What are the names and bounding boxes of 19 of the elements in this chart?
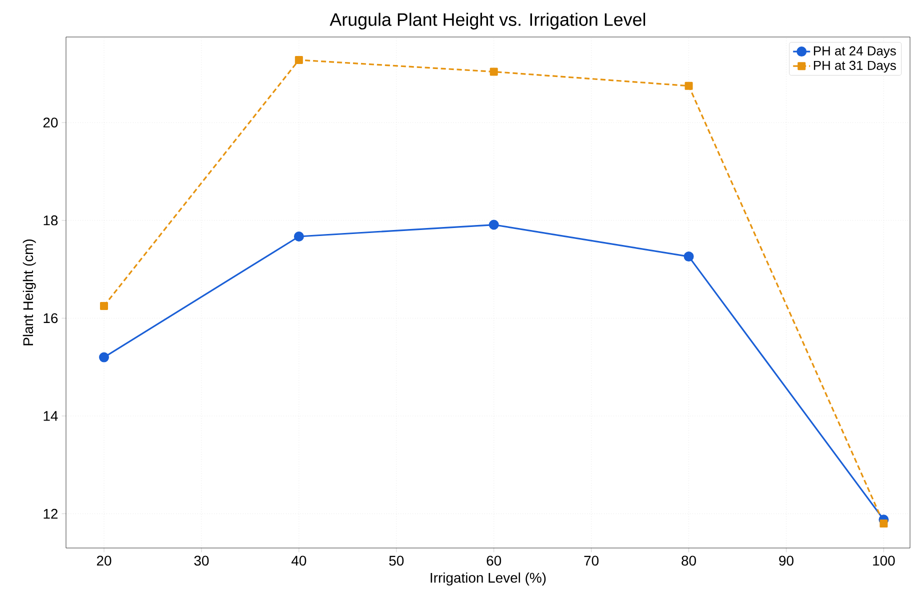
y-axis-title: Plant Height (cm) bbox=[22, 240, 36, 346]
y-tick-label: 12 bbox=[44, 508, 58, 519]
x-tick-label: 80 bbox=[682, 556, 696, 566]
chart-title: Arugula Plant Height vs. Irrigation Level bbox=[330, 12, 646, 30]
y-tick-label: 20 bbox=[43, 118, 58, 128]
y-tick-label: 18 bbox=[44, 215, 58, 226]
x-tick-label: 30 bbox=[194, 556, 209, 566]
y-tick-label: 14 bbox=[44, 411, 58, 421]
x-tick-label: 50 bbox=[389, 556, 404, 566]
x-tick-label: 40 bbox=[291, 556, 306, 566]
x-tick-label: 70 bbox=[584, 556, 599, 566]
x-tick-label: 20 bbox=[96, 556, 112, 566]
x-axis-title: Irrigation Level (%) bbox=[430, 572, 546, 586]
x-tick-label: 100 bbox=[873, 556, 895, 566]
x-tick-label: 60 bbox=[486, 556, 502, 566]
legend-label: PH at 24 Days bbox=[814, 46, 896, 58]
legend-label: PH at 31 Days bbox=[814, 60, 896, 73]
y-tick-label: 16 bbox=[44, 313, 58, 324]
x-tick-label: 90 bbox=[779, 556, 794, 566]
